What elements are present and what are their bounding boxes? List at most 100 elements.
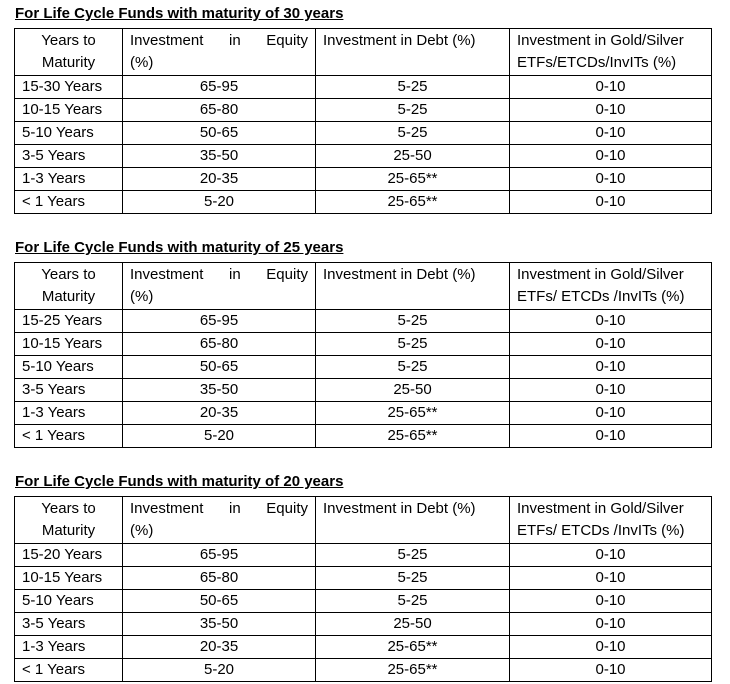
column-header-line: Maturity bbox=[41, 54, 96, 71]
table-row: 1-3 Years 20-35 25-65** 0-10 bbox=[14, 635, 712, 659]
table-cell: 65-80 bbox=[122, 98, 316, 122]
table-cell: 0-10 bbox=[509, 424, 712, 448]
header-row: Years to Maturity Investment in Equity (%) I… bbox=[14, 496, 712, 544]
table-cell: 20-35 bbox=[122, 401, 316, 425]
table-cell: 0-10 bbox=[509, 332, 712, 356]
table-cell: 35-50 bbox=[122, 612, 316, 636]
column-header-line: ETFs/ ETCDs /InvITs (%) bbox=[517, 288, 685, 305]
section-title: For Life Cycle Funds with maturity of 20… bbox=[15, 473, 344, 490]
table-cell: 0-10 bbox=[509, 309, 712, 333]
column-header-line: ETFs/ETCDs/InvITs (%) bbox=[517, 54, 677, 71]
table-cell: 15-25 Years bbox=[14, 309, 123, 333]
table-cell: 0-10 bbox=[509, 167, 712, 191]
table-cell: 65-95 bbox=[122, 309, 316, 333]
column-header: Investment in Gold/Silver ETFs/ETCDs/InvI… bbox=[509, 28, 712, 76]
table-cell: 1-3 Years bbox=[14, 635, 123, 659]
column-header: Investment in Gold/Silver ETFs/ ETCDs /In… bbox=[509, 496, 712, 544]
table-cell: 5-25 bbox=[315, 566, 510, 590]
table-cell: 5-25 bbox=[315, 309, 510, 333]
table-cell: 15-20 Years bbox=[14, 543, 123, 567]
column-header: Investment in Debt (%) bbox=[315, 496, 510, 544]
table-row: 5-10 Years 50-65 5-25 0-10 bbox=[14, 121, 712, 145]
life-cycle-section: For Life Cycle Funds with maturity of 25… bbox=[14, 238, 716, 448]
table-cell: 10-15 Years bbox=[14, 98, 123, 122]
table-cell: 3-5 Years bbox=[14, 378, 123, 402]
table-cell: 1-3 Years bbox=[14, 401, 123, 425]
table-cell: 25-50 bbox=[315, 144, 510, 168]
table-cell: 5-25 bbox=[315, 332, 510, 356]
table-cell: 25-50 bbox=[315, 612, 510, 636]
table-cell: 50-65 bbox=[122, 355, 316, 379]
table-cell: 0-10 bbox=[509, 190, 712, 214]
allocation-table: Years to Maturity Investment in Equity (%) I… bbox=[14, 262, 712, 448]
table-cell: 0-10 bbox=[509, 355, 712, 379]
column-header: Years to Maturity bbox=[14, 28, 123, 76]
column-header-line: (%) bbox=[130, 54, 154, 71]
table-cell: 25-65** bbox=[315, 424, 510, 448]
table-cell: 0-10 bbox=[509, 543, 712, 567]
header-row: Years to Maturity Investment in Equity (%) I… bbox=[14, 262, 712, 310]
column-header-line: Years to bbox=[41, 500, 96, 517]
table-row: 5-10 Years 50-65 5-25 0-10 bbox=[14, 355, 712, 379]
table-cell: 5-25 bbox=[315, 98, 510, 122]
column-header-line: Investment in Gold/Silver bbox=[517, 266, 684, 283]
table-cell: 5-20 bbox=[122, 658, 316, 682]
column-header: Years to Maturity bbox=[14, 262, 123, 310]
column-header: Investment in Equity (%) bbox=[122, 496, 316, 544]
table-cell: 20-35 bbox=[122, 167, 316, 191]
allocation-table: Years to Maturity Investment in Equity (%) I… bbox=[14, 28, 712, 214]
table-cell: < 1 Years bbox=[14, 190, 123, 214]
table-row: 3-5 Years 35-50 25-50 0-10 bbox=[14, 378, 712, 402]
table-row: 3-5 Years 35-50 25-50 0-10 bbox=[14, 144, 712, 168]
table-cell: 50-65 bbox=[122, 121, 316, 145]
table-row: 1-3 Years 20-35 25-65** 0-10 bbox=[14, 401, 712, 425]
table-cell: 5-10 Years bbox=[14, 121, 123, 145]
column-header: Investment in Equity (%) bbox=[122, 262, 316, 310]
column-header-line: (%) bbox=[130, 522, 154, 539]
column-header-line: Investment in Debt (%) bbox=[323, 500, 476, 517]
table-cell: 25-65** bbox=[315, 658, 510, 682]
table-row: 15-25 Years 65-95 5-25 0-10 bbox=[14, 309, 712, 333]
column-header-line: Years to bbox=[41, 32, 96, 49]
allocation-table: Years to Maturity Investment in Equity (%) I… bbox=[14, 496, 712, 682]
table-cell: 0-10 bbox=[509, 401, 712, 425]
table-cell: 25-65** bbox=[315, 190, 510, 214]
column-header: Years to Maturity bbox=[14, 496, 123, 544]
column-header-line: Investment in Gold/Silver bbox=[517, 32, 684, 49]
table-cell: 3-5 Years bbox=[14, 612, 123, 636]
table-cell: 65-80 bbox=[122, 332, 316, 356]
table-row: 3-5 Years 35-50 25-50 0-10 bbox=[14, 612, 712, 636]
column-header-line: Investment in Equity bbox=[130, 266, 308, 283]
life-cycle-section: For Life Cycle Funds with maturity of 30… bbox=[14, 4, 716, 214]
table-cell: 5-20 bbox=[122, 190, 316, 214]
table-cell: 5-25 bbox=[315, 543, 510, 567]
life-cycle-section: For Life Cycle Funds with maturity of 20… bbox=[14, 472, 716, 682]
table-cell: 5-20 bbox=[122, 424, 316, 448]
table-cell: 25-65** bbox=[315, 401, 510, 425]
table-cell: 65-95 bbox=[122, 75, 316, 99]
table-cell: 5-25 bbox=[315, 355, 510, 379]
column-header-line: Maturity bbox=[41, 288, 96, 305]
table-cell: 65-80 bbox=[122, 566, 316, 590]
section-title: For Life Cycle Funds with maturity of 30… bbox=[15, 5, 344, 22]
column-header-line: Investment in Debt (%) bbox=[323, 32, 476, 49]
column-header-line: Investment in Gold/Silver bbox=[517, 500, 684, 517]
table-cell: 0-10 bbox=[509, 75, 712, 99]
table-cell: 0-10 bbox=[509, 612, 712, 636]
table-cell: 0-10 bbox=[509, 658, 712, 682]
table-cell: 10-15 Years bbox=[14, 332, 123, 356]
table-cell: 5-25 bbox=[315, 121, 510, 145]
table-row: 10-15 Years 65-80 5-25 0-10 bbox=[14, 332, 712, 356]
table-cell: 5-25 bbox=[315, 75, 510, 99]
table-cell: 0-10 bbox=[509, 589, 712, 613]
table-cell: 15-30 Years bbox=[14, 75, 123, 99]
table-cell: 25-50 bbox=[315, 378, 510, 402]
table-cell: 25-65** bbox=[315, 167, 510, 191]
table-row: 5-10 Years 50-65 5-25 0-10 bbox=[14, 589, 712, 613]
header-row: Years to Maturity Investment in Equity (%) I… bbox=[14, 28, 712, 76]
table-row: < 1 Years 5-20 25-65** 0-10 bbox=[14, 424, 712, 448]
table-cell: 0-10 bbox=[509, 566, 712, 590]
table-cell: < 1 Years bbox=[14, 424, 123, 448]
column-header: Investment in Equity (%) bbox=[122, 28, 316, 76]
